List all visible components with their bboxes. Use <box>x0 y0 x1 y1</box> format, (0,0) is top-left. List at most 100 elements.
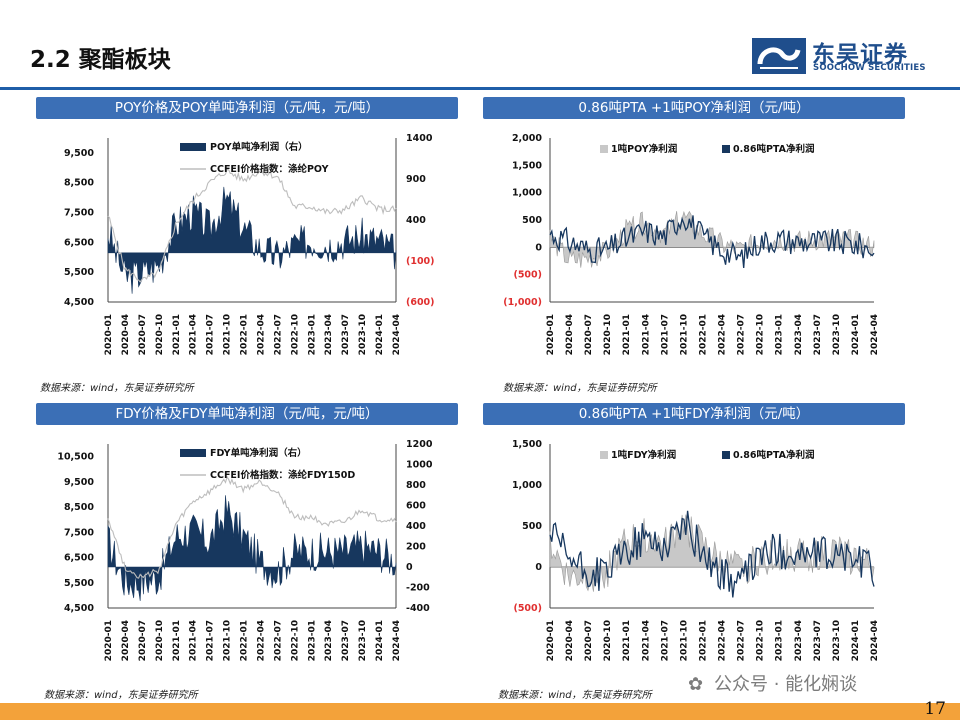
series-line-1 <box>549 215 875 268</box>
panel-heading-3: FDY价格及FDY单吨净利润（元/吨，元/吨） <box>36 403 458 425</box>
y-tick-label-left: 7,500 <box>64 208 94 219</box>
x-tick-label: 2020-01 <box>104 620 114 661</box>
x-tick-label: 2021-01 <box>172 314 182 355</box>
x-tick-label: 2020-04 <box>121 620 131 661</box>
x-tick-label: 2021-10 <box>679 314 689 355</box>
x-tick-label: 2022-10 <box>290 620 300 661</box>
x-tick-label: 2022-01 <box>698 314 708 355</box>
x-tick-label: 2020-04 <box>565 314 575 355</box>
x-tick-label: 2021-01 <box>172 620 182 661</box>
y-tick-label-left: 5,500 <box>64 267 94 278</box>
y-tick-label: 0 <box>535 562 542 573</box>
legend-label: 1吨FDY净利润 <box>611 449 676 461</box>
x-tick-label: 2020-04 <box>121 314 131 355</box>
x-tick-label: 2023-07 <box>813 620 823 661</box>
legend-swatch <box>180 449 206 457</box>
wechat-icon: ✿ <box>688 674 704 695</box>
legend-swatch <box>180 143 206 151</box>
y-tick-label-left: 5,500 <box>64 578 94 589</box>
x-tick-label: 2023-01 <box>307 314 317 355</box>
y-tick-label: 500 <box>522 215 542 226</box>
x-tick-label: 2023-01 <box>775 620 785 661</box>
x-tick-label: 2022-04 <box>718 314 728 355</box>
x-tick-label: 2021-07 <box>206 620 216 661</box>
legend-label: CCFEI价格指数：涤纶FDY150D <box>210 469 355 481</box>
x-tick-label: 2022-04 <box>256 314 266 355</box>
legend-swatch <box>600 145 608 153</box>
y-tick-label-right: -200 <box>406 583 430 594</box>
y-tick-label-right: 400 <box>406 521 426 532</box>
watermark-text: 公众号 · 能化娴谈 <box>714 674 858 695</box>
x-tick-label: 2023-01 <box>775 314 785 355</box>
x-tick-label: 2024-04 <box>392 620 402 661</box>
y-tick-label: (1,000) <box>503 297 542 308</box>
x-tick-label: 2023-01 <box>307 620 317 661</box>
y-tick-label-right: 1200 <box>406 439 433 450</box>
x-tick-label: 2024-01 <box>375 314 385 355</box>
source-note-1: 数据来源：wind，东吴证券研究所 <box>40 383 194 394</box>
x-tick-label: 2022-04 <box>256 620 266 661</box>
y-tick-label-right: 1000 <box>406 460 433 471</box>
y-tick-label-right: 1400 <box>406 133 433 144</box>
x-tick-label: 2022-04 <box>718 620 728 661</box>
x-tick-label: 2023-04 <box>794 314 804 355</box>
chart-pta-fdy: 2020-01 2020-04 2020-07 2020-10 2021-01 2021-… <box>512 439 880 661</box>
chart-fdy: 2020-01 2020-04 2020-07 2020-10 2021-01 2021-… <box>57 439 433 661</box>
page-number: 17 <box>924 699 946 719</box>
source-note-3: 数据来源：wind，东吴证券研究所 <box>44 690 198 701</box>
legend-label: 0.86吨PTA净利润 <box>733 449 815 461</box>
x-tick-label: 2020-10 <box>603 314 613 355</box>
x-tick-label: 2022-07 <box>737 314 747 355</box>
x-tick-label: 2023-10 <box>832 620 842 661</box>
x-tick-label: 2020-07 <box>584 620 594 661</box>
y-tick-label: 2,000 <box>512 133 542 144</box>
chart-poy: 2020-01 2020-04 2020-07 2020-10 2021-01 2021-… <box>64 133 435 355</box>
x-tick-label: 2023-10 <box>832 314 842 355</box>
y-tick-label: 1,500 <box>512 439 542 450</box>
series-line-1 <box>549 510 875 598</box>
x-tick-label: 2022-01 <box>240 620 250 661</box>
x-tick-label: 2023-10 <box>358 620 368 661</box>
x-tick-label: 2024-04 <box>870 314 880 355</box>
x-tick-label: 2024-01 <box>375 620 385 661</box>
y-tick-label: 1,000 <box>512 188 542 199</box>
x-tick-label: 2022-10 <box>756 314 766 355</box>
legend-swatch <box>600 451 608 459</box>
y-tick-label-left: 7,500 <box>64 527 94 538</box>
x-tick-label: 2020-10 <box>155 620 165 661</box>
source-note-2: 数据来源：wind，东吴证券研究所 <box>503 383 657 394</box>
series-area-0 <box>107 495 397 601</box>
y-tick-label-right: (600) <box>406 297 435 308</box>
legend-label: FDY单吨净利润（右） <box>210 447 307 459</box>
x-tick-label: 2023-07 <box>341 620 351 661</box>
series-line-1 <box>107 475 397 579</box>
x-tick-label: 2023-07 <box>341 314 351 355</box>
x-tick-label: 2024-04 <box>392 314 402 355</box>
page-title: 2.2 聚酯板块 <box>30 47 171 73</box>
y-tick-label-left: 9,500 <box>64 477 94 488</box>
x-tick-label: 2021-01 <box>622 620 632 661</box>
x-tick-label: 2023-04 <box>324 620 334 661</box>
logo: 东吴证券 SOOCHOW SECURITIES <box>752 38 942 78</box>
x-tick-label: 2020-07 <box>138 620 148 661</box>
y-tick-label-left: 6,500 <box>64 553 94 564</box>
x-tick-label: 2020-07 <box>138 314 148 355</box>
logo-cn: 东吴证券 <box>812 42 908 68</box>
y-tick-label-right: 800 <box>406 480 426 491</box>
y-tick-label-left: 8,500 <box>64 178 94 189</box>
legend-swatch <box>722 145 730 153</box>
legend-label: 1吨POY净利润 <box>611 143 677 155</box>
y-tick-label: 1,500 <box>512 160 542 171</box>
x-tick-label: 2020-01 <box>104 314 114 355</box>
y-tick-label-left: 10,500 <box>57 452 94 463</box>
x-tick-label: 2021-04 <box>189 620 199 661</box>
x-tick-label: 2023-04 <box>324 314 334 355</box>
x-tick-label: 2021-10 <box>223 314 233 355</box>
x-tick-label: 2023-10 <box>358 314 368 355</box>
y-tick-label-right: 0 <box>406 562 413 573</box>
x-tick-label: 2021-04 <box>641 620 651 661</box>
x-tick-label: 2021-07 <box>660 620 670 661</box>
x-tick-label: 2024-04 <box>870 620 880 661</box>
x-tick-label: 2023-04 <box>794 620 804 661</box>
legend-swatch <box>722 451 730 459</box>
